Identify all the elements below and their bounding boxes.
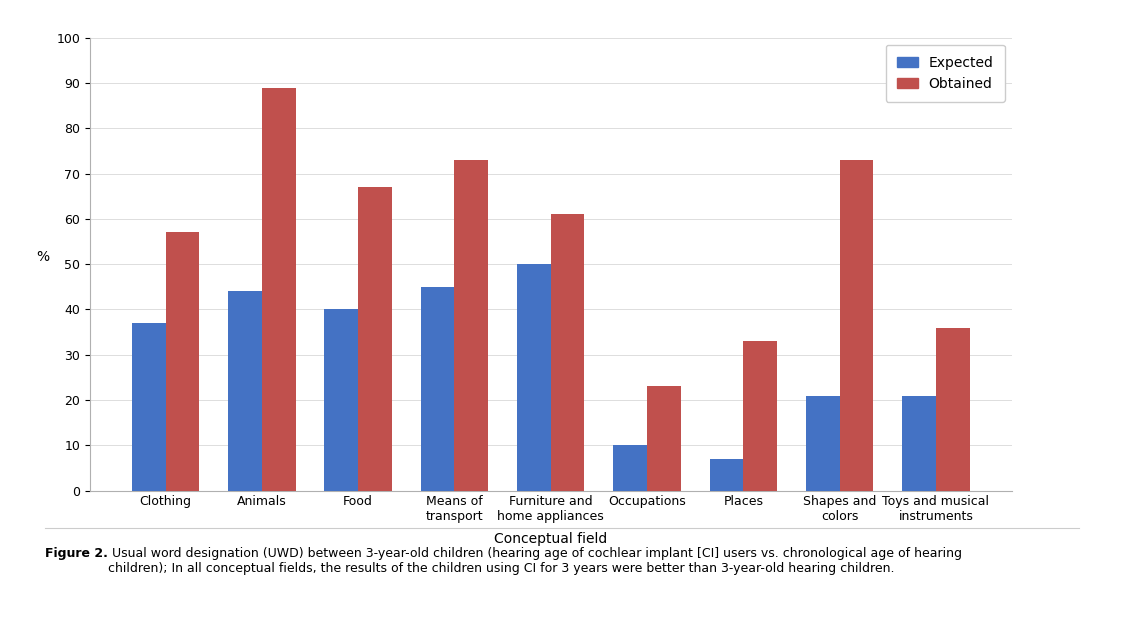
Bar bbox=[262, 87, 296, 491]
Bar bbox=[840, 160, 873, 491]
Text: Usual word designation (UWD) between 3-year-old children (hearing age of cochlea: Usual word designation (UWD) between 3-y… bbox=[108, 547, 962, 576]
Bar bbox=[936, 328, 970, 491]
Bar bbox=[647, 386, 681, 491]
Y-axis label: %: % bbox=[36, 250, 49, 264]
X-axis label: Conceptual field: Conceptual field bbox=[495, 532, 607, 546]
Bar bbox=[325, 309, 359, 491]
Bar bbox=[165, 233, 199, 491]
Bar bbox=[132, 323, 165, 491]
Text: Figure 2.: Figure 2. bbox=[45, 547, 108, 560]
Bar bbox=[709, 459, 743, 491]
Legend: Expected, Obtained: Expected, Obtained bbox=[886, 45, 1005, 102]
Bar bbox=[228, 291, 262, 491]
Bar bbox=[420, 287, 454, 491]
Bar bbox=[454, 160, 488, 491]
Bar bbox=[614, 445, 647, 491]
Bar bbox=[551, 214, 584, 491]
Bar bbox=[806, 396, 840, 491]
Bar bbox=[359, 187, 392, 491]
Bar bbox=[517, 264, 551, 491]
Bar bbox=[743, 341, 777, 491]
Bar bbox=[903, 396, 936, 491]
